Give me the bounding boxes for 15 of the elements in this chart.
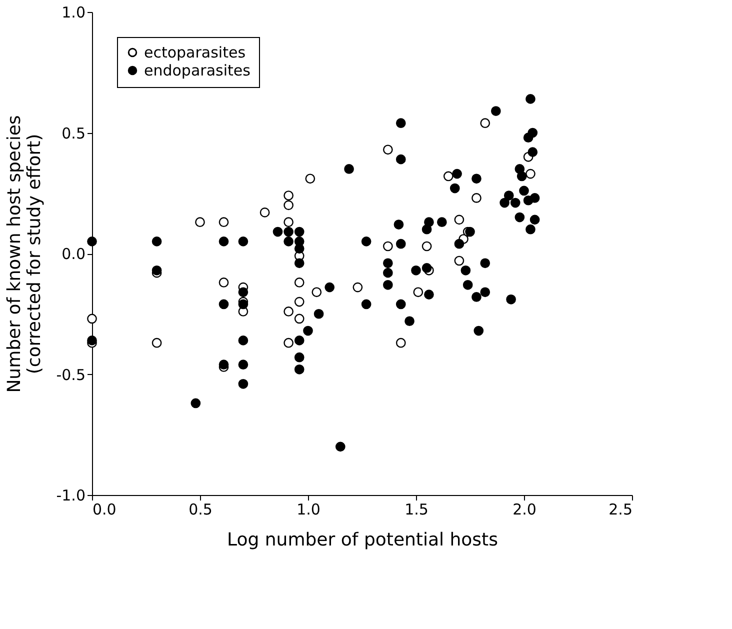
y-tick-label: 0.0	[62, 245, 86, 263]
x-tick-label: 2.5	[608, 500, 632, 518]
legend-label: endoparasites	[144, 62, 251, 80]
x-tick-label: 1.5	[404, 500, 428, 518]
x-tick-label: 2.0	[512, 500, 536, 518]
y-tick-label: -1.0	[56, 486, 86, 504]
x-tick-label: 1.0	[296, 500, 320, 518]
y-tick-label: -0.5	[56, 366, 86, 384]
y-tick-label: 1.0	[62, 4, 86, 22]
y-tick-label: 0.5	[62, 124, 86, 142]
y-axis-title: Number of known host species (corrected for study effort)	[4, 115, 46, 393]
x-tick-label: 0.0	[92, 500, 116, 518]
legend-label: ectoparasites	[144, 44, 246, 62]
x-axis-title: Log number of potential hosts	[227, 530, 498, 550]
x-tick-label: 0.5	[188, 500, 212, 518]
